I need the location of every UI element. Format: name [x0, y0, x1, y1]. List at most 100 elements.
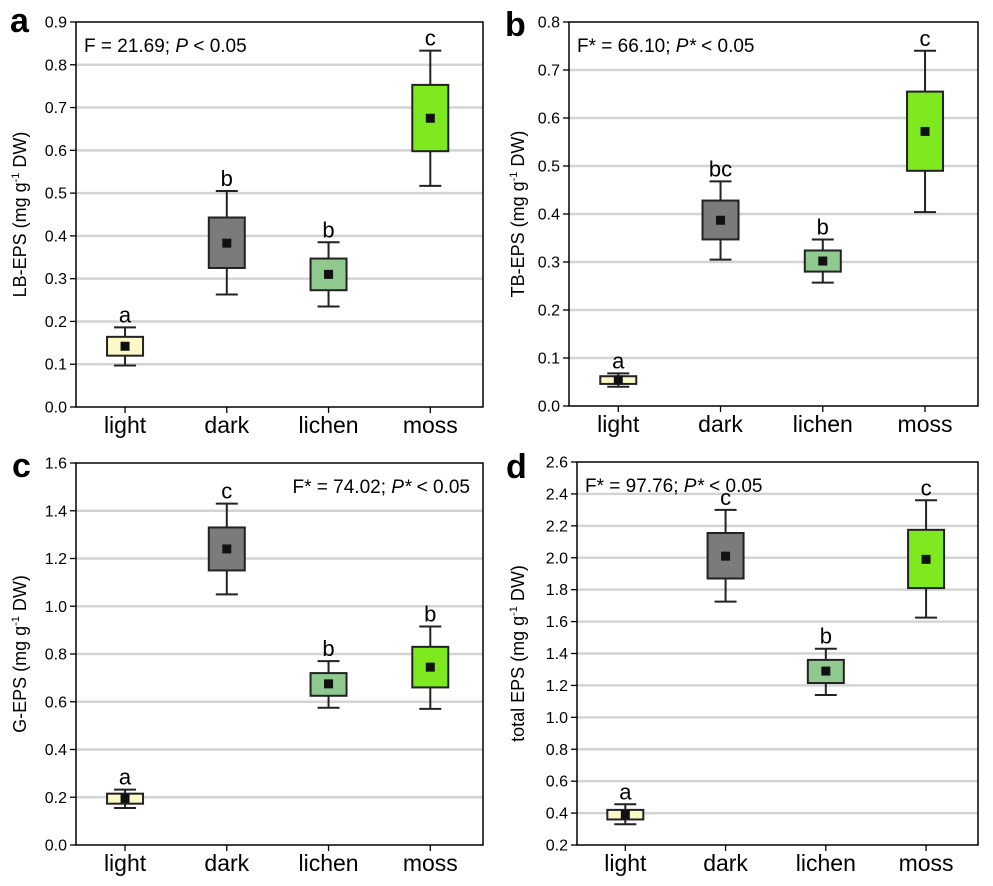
- box-rect: [309, 257, 348, 292]
- y-tick-label: 1.0: [546, 710, 568, 727]
- y-tick-label: 2.6: [546, 455, 568, 472]
- y-tick-label: 2.0: [546, 550, 568, 567]
- box-dark: c: [706, 485, 745, 603]
- y-tick-label: 0.6: [546, 774, 568, 791]
- box-rect: [701, 199, 740, 241]
- y-axis-label: LB-EPS (mg g-1 DW): [10, 132, 30, 298]
- y-tick-label: 0.2: [45, 314, 67, 331]
- y-tick-label: 0.9: [45, 15, 67, 32]
- y-tick-label: 0.8: [45, 647, 67, 664]
- y-axis-label: G-EPS (mg g-1 DW): [10, 575, 30, 733]
- x-tick-label: light: [104, 850, 147, 876]
- box-moss: c: [907, 475, 946, 619]
- box-light: a: [606, 779, 645, 826]
- y-tick-label: 0.2: [45, 790, 67, 807]
- significance-letter: b: [424, 602, 436, 627]
- y-tick-label: 1.2: [45, 551, 67, 568]
- mean-marker: [120, 793, 130, 803]
- y-tick-label: 0.5: [538, 159, 560, 176]
- mean-marker: [222, 544, 232, 554]
- mean-marker: [721, 551, 731, 561]
- box-lichen: b: [806, 624, 845, 696]
- x-tick-label: light: [104, 412, 147, 438]
- y-tick-label: 1.4: [546, 646, 568, 663]
- y-tick-label: 0.0: [45, 838, 67, 855]
- y-tick-label: 0.4: [538, 207, 560, 224]
- mean-marker: [222, 238, 232, 248]
- y-tick-label: 0.2: [546, 838, 568, 855]
- x-tick-label: dark: [698, 411, 743, 437]
- y-tick-label: 0.6: [538, 111, 560, 128]
- mean-marker: [920, 126, 930, 136]
- significance-letter: b: [322, 636, 334, 661]
- box-moss: c: [906, 26, 945, 214]
- box-lichen: b: [803, 214, 842, 284]
- panel-letter: d: [506, 448, 527, 486]
- panel-letter: b: [505, 6, 526, 44]
- x-tick-label: dark: [703, 850, 748, 876]
- y-tick-label: 0.2: [538, 303, 560, 320]
- stat-annotation: F* = 66.10; P* < 0.05: [577, 36, 754, 57]
- mean-marker: [613, 375, 623, 385]
- significance-letter: bc: [709, 156, 732, 181]
- significance-letter: a: [619, 779, 632, 804]
- significance-letter: b: [820, 624, 832, 649]
- y-tick-label: 0.3: [538, 255, 560, 272]
- y-tick-label: 2.4: [546, 486, 568, 503]
- y-tick-label: 0.7: [45, 100, 67, 117]
- y-tick-label: 1.6: [546, 614, 568, 631]
- stat-annotation: F = 21.69; P < 0.05: [84, 36, 247, 57]
- x-tick-label: moss: [403, 412, 458, 438]
- significance-letter: b: [817, 214, 829, 239]
- mean-marker: [425, 662, 435, 672]
- significance-letter: c: [221, 479, 232, 504]
- stat-annotation: F* = 97.76; P* < 0.05: [585, 476, 762, 497]
- mean-marker: [425, 113, 435, 123]
- y-tick-label: 0.4: [45, 228, 67, 245]
- x-tick-label: lichen: [298, 412, 358, 438]
- y-tick-label: 0.4: [45, 742, 67, 759]
- panel-a: 0.0 0.1 0.2 0.3 0.4 0.5 0.6 0.7 0.8 0.9 light dark l…: [10, 2, 484, 438]
- mean-marker: [324, 269, 334, 279]
- y-tick-label: 0.8: [45, 57, 67, 74]
- panel-letter: a: [10, 2, 30, 40]
- y-tick-label: 0.6: [45, 694, 67, 711]
- y-axis-label: TB-EPS (mg g-1 DW): [508, 131, 528, 298]
- y-tick-label: 0.1: [538, 351, 560, 368]
- plot-frame: [75, 21, 484, 408]
- y-tick-label: 1.6: [45, 456, 67, 473]
- x-tick-label: lichen: [796, 850, 856, 876]
- panel-letter: c: [12, 447, 31, 485]
- box-light: a: [106, 765, 145, 809]
- y-tick-label: 0.3: [45, 271, 67, 288]
- x-tick-label: dark: [204, 412, 249, 438]
- significance-letter: c: [720, 485, 731, 510]
- y-tick-label: 0.6: [45, 143, 67, 160]
- y-tick-label: 0.0: [538, 399, 560, 416]
- y-tick-label: 0.1: [45, 357, 67, 374]
- box-dark: b: [207, 166, 246, 296]
- significance-letter: a: [612, 348, 625, 373]
- y-tick-label: 1.8: [546, 582, 568, 599]
- y-tick-label: 0.5: [45, 186, 67, 203]
- significance-letter: c: [425, 26, 436, 51]
- x-tick-label: lichen: [298, 850, 358, 876]
- y-tick-label: 0.0: [45, 400, 67, 417]
- x-tick-label: moss: [899, 850, 954, 876]
- box-lichen: b: [309, 217, 348, 308]
- box-dark: bc: [701, 156, 740, 261]
- y-tick-label: 0.7: [538, 63, 560, 80]
- y-tick-label: 2.2: [546, 518, 568, 535]
- mean-marker: [818, 256, 828, 266]
- y-tick-label: 0.8: [546, 742, 568, 759]
- box-light: a: [599, 348, 638, 388]
- box-moss: b: [411, 602, 450, 710]
- significance-letter: b: [221, 166, 233, 191]
- y-tick-label: 1.4: [45, 503, 67, 520]
- x-tick-label: moss: [403, 850, 458, 876]
- box-moss: c: [411, 26, 450, 187]
- box-dark: c: [207, 479, 246, 596]
- y-axis-label: total EPS (mg g-1 DW): [508, 565, 528, 742]
- x-tick-label: light: [604, 850, 647, 876]
